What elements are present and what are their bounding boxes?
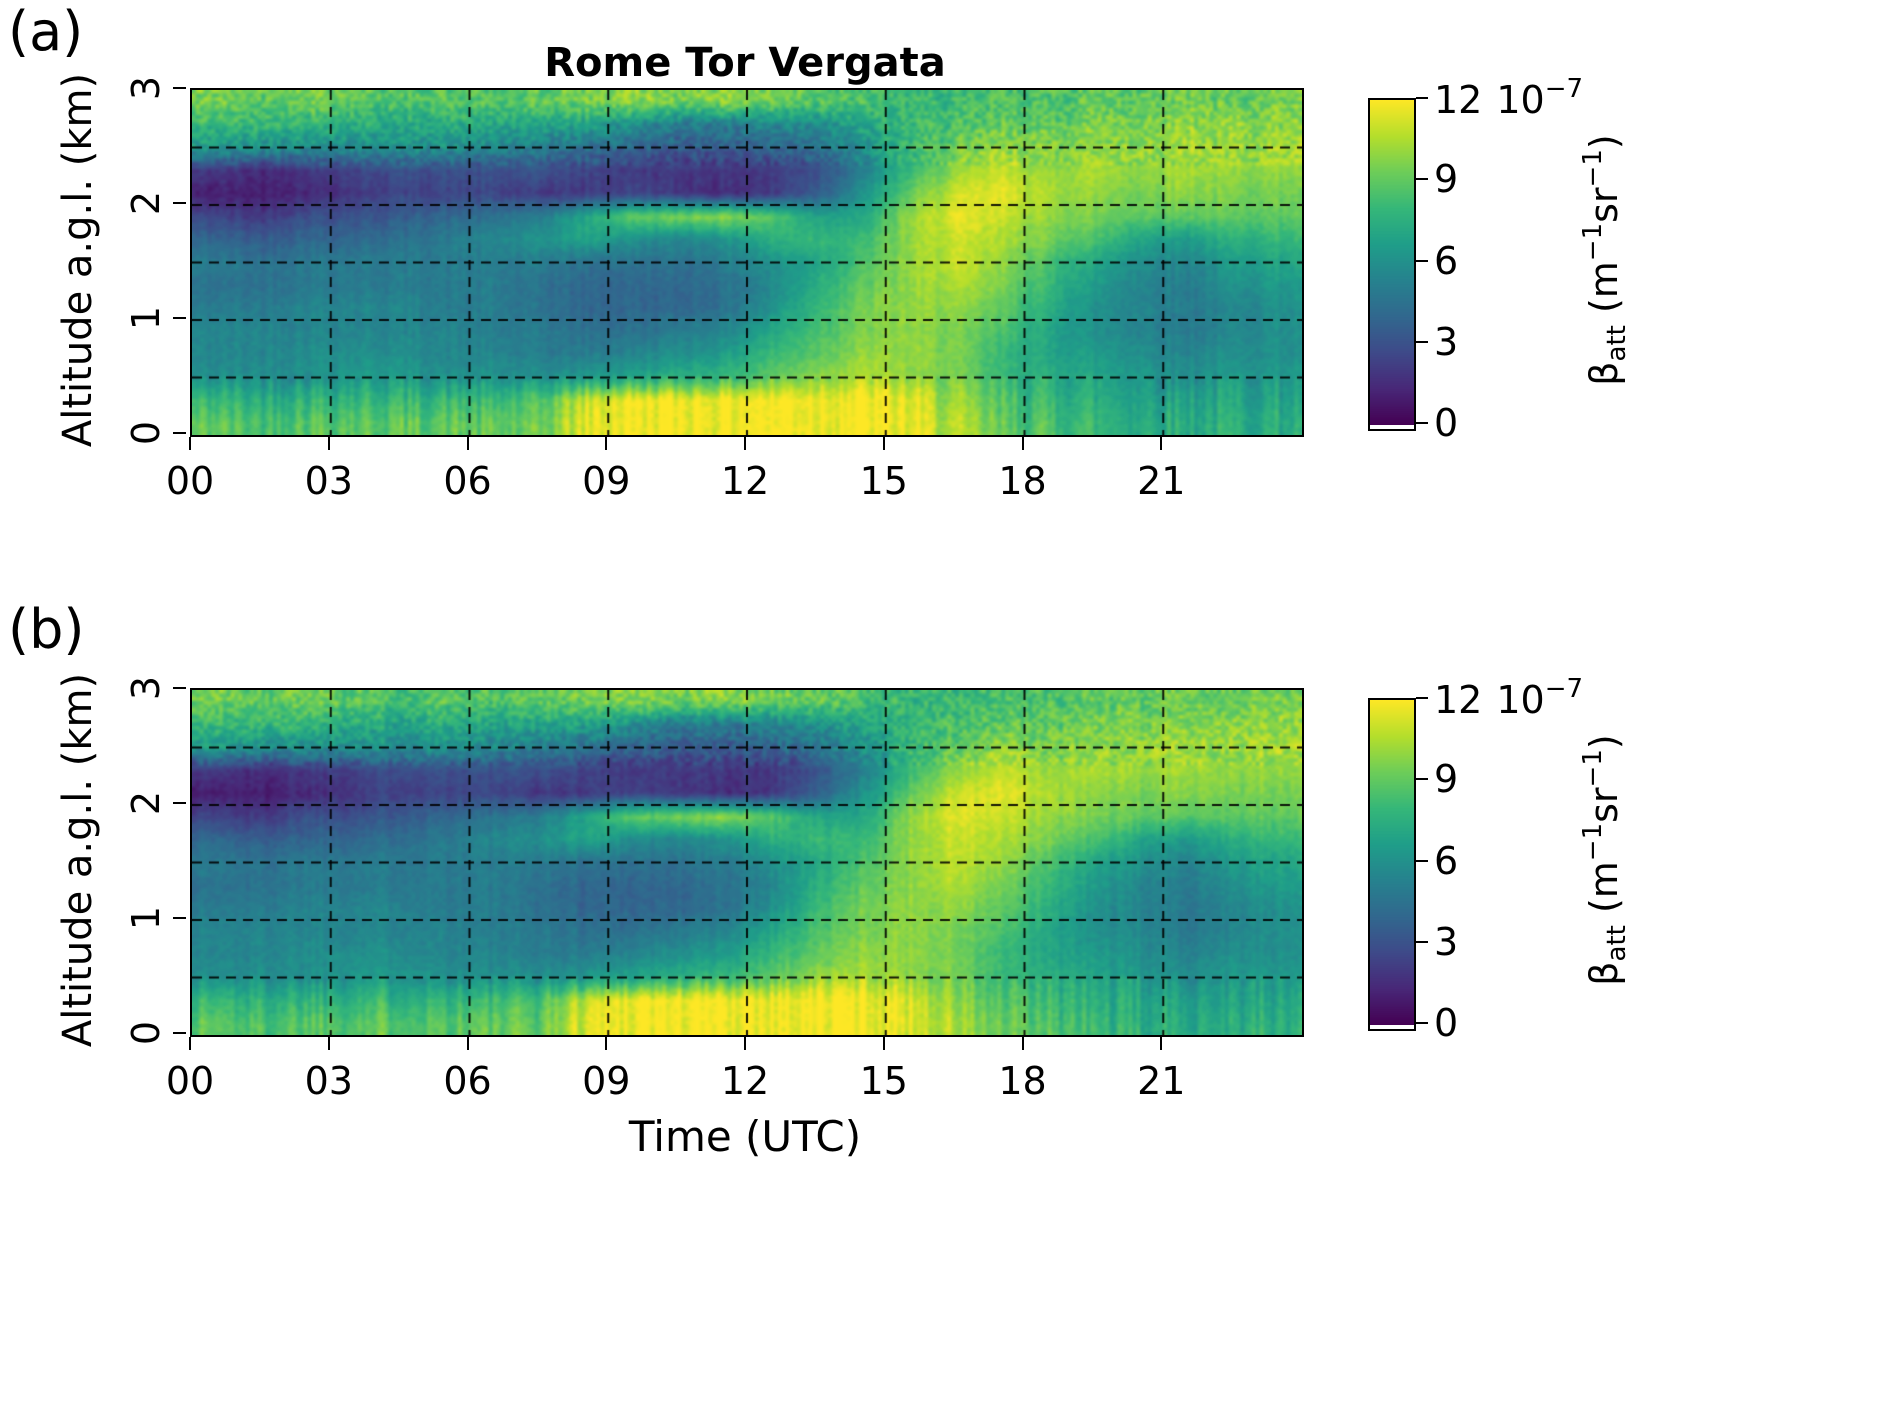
colorbar-tick-b <box>1416 778 1428 781</box>
y-tick-a <box>173 87 186 89</box>
x-tick-label-a: 06 <box>443 459 492 503</box>
x-tick-label-a: 15 <box>859 459 908 503</box>
colorbar-tick-a <box>1416 340 1428 343</box>
heatmap-canvas-a <box>192 90 1302 435</box>
y-tick-label-b: 0 <box>124 1020 168 1046</box>
x-tick-b <box>744 1037 746 1050</box>
x-tick-label-a: 00 <box>165 459 215 503</box>
y-tick-label-b: 2 <box>124 790 168 816</box>
colorbar-tick-a <box>1416 422 1428 424</box>
x-tick-b <box>1021 1037 1024 1050</box>
colorbar-b <box>1368 698 1416 1031</box>
x-tick-label-a: 12 <box>720 459 770 503</box>
x-tick-b <box>327 1037 330 1050</box>
x-tick-label-b: 00 <box>165 1059 215 1103</box>
y-tick-a <box>173 317 186 319</box>
x-tick-label-a: 09 <box>582 459 631 503</box>
heatmap-panel-a <box>190 88 1304 437</box>
x-tick-a <box>466 437 469 450</box>
colorbar-label-b: βatt (m−1sr−1) <box>1578 734 1632 986</box>
x-tick-a <box>882 437 885 450</box>
y-tick-label-a: 0 <box>124 420 168 446</box>
y-axis-label-a: Altitude a.g.l. (km) <box>55 72 101 448</box>
colorbar-tick-b <box>1416 940 1428 943</box>
y-tick-b <box>173 917 186 919</box>
colorbar-label-a: βatt (m−1sr−1) <box>1578 134 1632 386</box>
x-tick-label-a: 21 <box>1137 459 1186 503</box>
x-tick-label-b: 12 <box>720 1059 770 1103</box>
colorbar-canvas-b <box>1370 700 1414 1025</box>
x-tick-a <box>327 437 330 450</box>
colorbar-tick-label-a: 6 <box>1434 238 1459 283</box>
x-tick-a <box>189 437 191 450</box>
colorbar-tick-label-b: 0 <box>1434 1001 1459 1045</box>
colorbar-a <box>1368 98 1416 431</box>
colorbar-exponent: 10−7 <box>1496 74 1584 122</box>
x-tick-label-b: 21 <box>1137 1059 1186 1103</box>
heatmap-panel-b <box>190 688 1304 1037</box>
y-tick-a <box>173 202 186 204</box>
x-tick-label-a: 03 <box>304 459 353 503</box>
colorbar-tick-label-a: 3 <box>1434 319 1459 364</box>
y-tick-label-b: 1 <box>124 905 168 931</box>
colorbar-exponent: 10−7 <box>1496 674 1584 722</box>
colorbar-tick-label-b: 6 <box>1434 838 1459 883</box>
x-tick-label-a: 18 <box>998 459 1047 503</box>
x-tick-label-b: 15 <box>859 1059 908 1103</box>
x-axis-label: Time (UTC) <box>628 1112 862 1161</box>
colorbar-tick-a <box>1416 178 1428 181</box>
x-tick-a <box>744 437 746 450</box>
panel-b-label: (b) <box>8 598 85 661</box>
chart-title: Rome Tor Vergata <box>544 40 946 86</box>
panel-a-label: (a) <box>8 0 84 63</box>
x-tick-label-b: 03 <box>304 1059 353 1103</box>
y-tick-label-b: 3 <box>124 675 168 701</box>
y-tick-b <box>173 1032 186 1034</box>
colorbar-tick-label-a: 12 10−7 <box>1434 74 1584 122</box>
colorbar-tick-b <box>1416 697 1428 699</box>
x-tick-label-b: 18 <box>998 1059 1047 1103</box>
x-tick-b <box>605 1037 608 1050</box>
y-tick-label-a: 2 <box>124 190 168 216</box>
x-tick-b <box>882 1037 885 1050</box>
y-axis-label-b: Altitude a.g.l. (km) <box>55 672 101 1048</box>
colorbar-tick-b <box>1416 859 1428 862</box>
colorbar-tick-label-b: 9 <box>1434 757 1459 802</box>
colorbar-tick-label-a: 0 <box>1434 401 1459 445</box>
x-tick-b <box>189 1037 191 1050</box>
colorbar-tick-a <box>1416 259 1428 262</box>
x-tick-label-b: 09 <box>582 1059 631 1103</box>
y-tick-b <box>173 687 186 689</box>
colorbar-tick-label-b: 3 <box>1434 919 1459 964</box>
x-tick-b <box>1160 1037 1163 1050</box>
colorbar-tick-label-a: 9 <box>1434 157 1459 202</box>
y-tick-label-a: 3 <box>124 75 168 101</box>
y-tick-label-a: 1 <box>124 305 168 331</box>
x-tick-a <box>1160 437 1163 450</box>
y-tick-b <box>173 802 186 804</box>
x-tick-a <box>605 437 608 450</box>
colorbar-tick-b <box>1416 1022 1428 1024</box>
x-tick-b <box>466 1037 469 1050</box>
y-tick-a <box>173 432 186 434</box>
colorbar-tick-label-b: 12 10−7 <box>1434 674 1584 722</box>
x-tick-label-b: 06 <box>443 1059 492 1103</box>
x-tick-a <box>1021 437 1024 450</box>
heatmap-canvas-b <box>192 690 1302 1035</box>
colorbar-tick-a <box>1416 97 1428 99</box>
colorbar-canvas-a <box>1370 100 1414 425</box>
